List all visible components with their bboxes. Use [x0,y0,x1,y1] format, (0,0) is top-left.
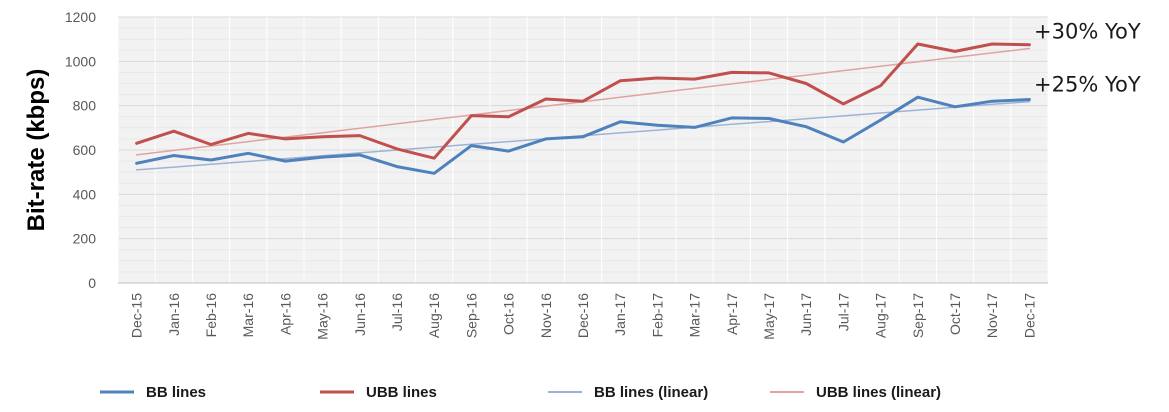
bb-lines-line [135,95,1031,175]
x-tick-label: Jul-16 [389,293,405,331]
ubb-lines-line [135,42,1031,160]
x-tick-label: Jun-16 [352,293,368,336]
legend-label-ubb-lines: UBB lines [366,384,437,401]
x-tick-label: Oct-17 [947,293,963,335]
x-tick-label: Dec-15 [129,293,145,338]
y-tick-label: 200 [73,231,97,247]
x-tick-label: Jun-17 [798,293,814,336]
annotations: +30% YoY +25% YoY [1034,19,1141,96]
x-tick-label: Dec-16 [575,293,591,338]
y-tick-label: 800 [73,98,97,114]
x-tick-label: Apr-17 [724,293,740,335]
x-tick-label: Aug-17 [873,293,889,338]
series-lines [135,42,1031,175]
legend-label-bb-lines-linear: BB lines (linear) [594,384,708,401]
x-tick-label: Mar-16 [240,293,256,338]
x-tick-label: Dec-17 [1021,293,1037,338]
x-tick-label: Oct-16 [501,293,517,335]
x-tick-label: Jul-17 [835,293,851,331]
x-tick-label: Nov-16 [538,293,554,338]
y-tick-label: 1000 [65,53,96,69]
x-tick-label: Feb-17 [649,293,665,338]
x-tick-label: Jan-17 [612,293,628,336]
x-tick-label: Sep-16 [463,293,479,338]
x-tick-label: May-17 [761,293,777,340]
legend: BB lines UBB lines BB lines (linear) UBB li… [100,384,941,401]
x-tick-label: Aug-16 [426,293,442,338]
yoy-annotation: +30% YoY [1034,19,1141,43]
y-axis-ticks: 0 200 400 600 800 1000 1200 [65,9,96,291]
legend-label-ubb-lines-linear: UBB lines (linear) [816,384,941,401]
x-tick-label: Mar-17 [687,293,703,338]
y-axis-label: Bit-rate (kbps) [23,69,50,232]
yoy-annotation: +25% YoY [1034,73,1141,97]
y-tick-label: 600 [73,142,97,158]
x-tick-label: Jan-16 [166,293,182,336]
x-axis-ticks: Dec-15 Jan-16 Feb-16 Mar-16 Apr-16 May-16 Jun-… [129,293,1038,340]
x-tick-label: Feb-16 [203,293,219,338]
legend-label-bb-lines: BB lines [146,384,206,401]
x-tick-label: Nov-17 [984,293,1000,338]
x-tick-label: May-16 [315,293,331,340]
y-tick-label: 0 [88,275,96,291]
y-tick-label: 400 [73,186,97,202]
y-tick-label: 1200 [65,9,96,25]
x-tick-label: Sep-17 [910,293,926,338]
x-tick-label: Apr-16 [277,293,293,335]
